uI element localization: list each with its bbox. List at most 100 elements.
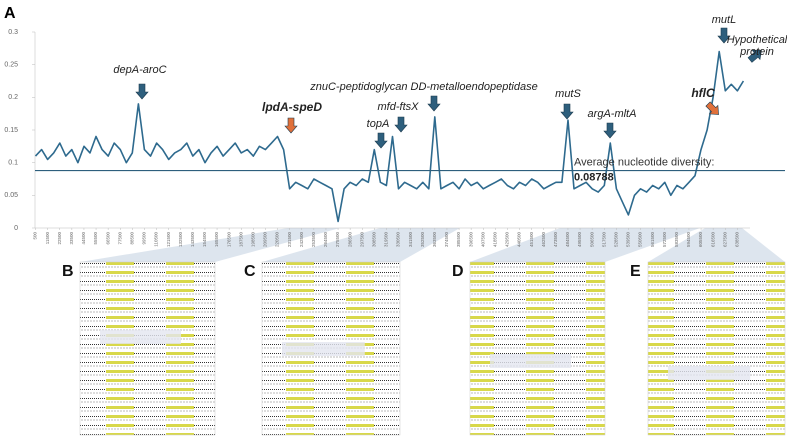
alignment-panel bbox=[469, 261, 606, 436]
alignment-gap bbox=[100, 330, 181, 344]
x-tick-label: 429500 bbox=[505, 232, 510, 248]
x-tick-label: 33500 bbox=[69, 232, 74, 245]
x-tick-label: 594500 bbox=[686, 232, 691, 248]
x-tick-label: 99500 bbox=[142, 232, 147, 245]
x-tick-label: 517500 bbox=[601, 232, 606, 248]
x-tick-label: 473500 bbox=[553, 232, 558, 248]
x-tick-label: 352500 bbox=[420, 232, 425, 248]
x-tick-label: 638500 bbox=[735, 232, 740, 248]
arrow bbox=[135, 83, 149, 100]
x-tick-label: 572500 bbox=[662, 232, 667, 248]
arrow bbox=[603, 122, 617, 139]
x-tick-label: 528500 bbox=[614, 232, 619, 248]
alignment-gap bbox=[668, 366, 751, 380]
arrow-shape bbox=[717, 27, 731, 44]
annotation: Hypothetical bbox=[727, 34, 787, 46]
x-tick-label: 198500 bbox=[251, 232, 256, 248]
arrow bbox=[717, 27, 731, 44]
arrow-shape bbox=[747, 49, 762, 63]
annotation: argA-mltA bbox=[588, 108, 637, 120]
arrow bbox=[705, 101, 719, 115]
arrow-shape bbox=[427, 95, 441, 112]
annotation: znuC-peptidoglycan DD-metalloendopeptida… bbox=[309, 81, 537, 93]
alignment-gap bbox=[282, 342, 365, 356]
x-tick-label: 616500 bbox=[710, 232, 715, 248]
x-tick-label: 506500 bbox=[589, 232, 594, 248]
arrow-shape bbox=[560, 103, 574, 120]
panel-label: E bbox=[630, 263, 641, 280]
x-tick-label: 88500 bbox=[130, 232, 135, 245]
y-tick-label: 0.2 bbox=[8, 94, 18, 101]
x-tick-label: 242500 bbox=[299, 232, 304, 248]
x-tick-label: 44500 bbox=[81, 232, 86, 245]
x-tick-label: 297500 bbox=[359, 232, 364, 248]
average-label: Average nucleotide diversity: bbox=[574, 156, 714, 168]
x-tick-label: 440500 bbox=[517, 232, 522, 248]
x-tick-label: 341500 bbox=[408, 232, 413, 248]
x-tick-label: 363500 bbox=[432, 232, 437, 248]
x-tick-label: 539500 bbox=[626, 232, 631, 248]
x-tick-label: 132500 bbox=[178, 232, 183, 248]
x-tick-label: 462500 bbox=[541, 232, 546, 248]
x-tick-label: 110500 bbox=[154, 232, 159, 247]
arrow-shape bbox=[705, 101, 719, 115]
x-tick-label: 627500 bbox=[722, 232, 727, 248]
x-tick-label: 385500 bbox=[456, 232, 461, 248]
x-tick-label: 484500 bbox=[565, 232, 570, 248]
x-tick-label: 495500 bbox=[577, 232, 582, 248]
x-tick-label: 308500 bbox=[372, 232, 377, 248]
arrow-shape bbox=[374, 132, 388, 149]
x-tick-label: 22500 bbox=[57, 232, 62, 245]
arrow bbox=[747, 49, 762, 63]
y-tick-label: 0 bbox=[14, 225, 18, 232]
connector bbox=[470, 228, 700, 262]
average-value: 0.08788 bbox=[574, 171, 614, 183]
arrow bbox=[560, 103, 574, 120]
x-tick-label: 165500 bbox=[214, 232, 219, 248]
x-tick-label: 231500 bbox=[287, 232, 292, 248]
x-tick-label: 154500 bbox=[202, 232, 207, 248]
x-tick-label: 77500 bbox=[117, 232, 122, 245]
x-tick-label: 143500 bbox=[190, 232, 195, 248]
x-tick-label: 583500 bbox=[674, 232, 679, 248]
connector bbox=[648, 228, 785, 262]
panel-label: C bbox=[244, 263, 256, 280]
alignment-panel bbox=[647, 261, 786, 436]
annotation: depA-aroC bbox=[113, 64, 166, 76]
y-tick-label: 0.25 bbox=[4, 62, 18, 69]
panel-label: B bbox=[62, 263, 74, 280]
arrow bbox=[374, 132, 388, 149]
panel-label: A bbox=[4, 5, 16, 22]
y-tick-label: 0.05 bbox=[4, 192, 18, 199]
arrow bbox=[394, 116, 408, 133]
annotation: mutS bbox=[555, 88, 581, 100]
x-tick-label: 407500 bbox=[480, 232, 485, 248]
x-tick-label: 187500 bbox=[238, 232, 243, 248]
x-tick-label: 374500 bbox=[444, 232, 449, 248]
arrow-shape bbox=[394, 116, 408, 133]
y-tick-label: 0.15 bbox=[4, 127, 18, 134]
x-tick-label: 55500 bbox=[93, 232, 98, 245]
connector bbox=[262, 228, 460, 262]
arrow-shape bbox=[603, 122, 617, 139]
arrow bbox=[284, 117, 298, 134]
y-tick-label: 0.3 bbox=[8, 29, 18, 36]
x-tick-label: 286500 bbox=[347, 232, 352, 248]
x-tick-label: 209500 bbox=[263, 232, 268, 248]
x-tick-label: 605500 bbox=[698, 232, 703, 248]
y-tick-label: 0.1 bbox=[8, 160, 18, 167]
annotation: lpdA-speD bbox=[262, 100, 322, 114]
x-tick-label: 550500 bbox=[638, 232, 643, 248]
x-tick-label: 561500 bbox=[650, 232, 655, 248]
x-tick-label: 500 bbox=[33, 232, 38, 240]
connector bbox=[80, 228, 340, 262]
x-tick-label: 275500 bbox=[335, 232, 340, 248]
annotation: protein bbox=[739, 46, 774, 58]
diversity-line bbox=[34, 50, 745, 223]
x-tick-label: 176500 bbox=[226, 232, 231, 248]
panel-label: D bbox=[452, 263, 464, 280]
annotation: mfd-ftsX bbox=[378, 101, 420, 113]
x-tick-label: 330500 bbox=[396, 232, 401, 248]
arrow-shape bbox=[135, 83, 149, 100]
